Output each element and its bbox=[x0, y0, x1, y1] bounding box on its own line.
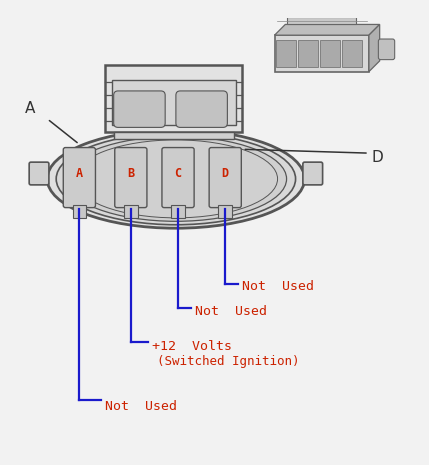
Ellipse shape bbox=[65, 136, 287, 221]
Ellipse shape bbox=[56, 133, 296, 225]
Bar bbox=[275, 35, 369, 72]
Bar bbox=[73, 206, 86, 219]
Bar bbox=[276, 40, 296, 67]
Bar bbox=[114, 132, 234, 140]
Text: B: B bbox=[127, 167, 134, 180]
FancyBboxPatch shape bbox=[209, 147, 241, 207]
FancyBboxPatch shape bbox=[114, 91, 165, 127]
Bar bbox=[287, 17, 356, 25]
Bar bbox=[342, 40, 362, 67]
FancyBboxPatch shape bbox=[115, 147, 147, 207]
Polygon shape bbox=[275, 25, 380, 35]
FancyBboxPatch shape bbox=[378, 39, 395, 60]
Text: D: D bbox=[222, 167, 229, 180]
Text: Not  Used: Not Used bbox=[195, 306, 267, 319]
FancyBboxPatch shape bbox=[63, 147, 95, 207]
Text: Not  Used: Not Used bbox=[105, 400, 177, 412]
Polygon shape bbox=[369, 25, 380, 72]
Bar bbox=[298, 40, 318, 67]
Bar bbox=[105, 65, 242, 132]
Text: A: A bbox=[76, 167, 83, 180]
Bar bbox=[320, 40, 340, 67]
Text: Not  Used: Not Used bbox=[242, 279, 314, 292]
Bar bbox=[124, 206, 138, 219]
FancyBboxPatch shape bbox=[176, 91, 227, 127]
FancyBboxPatch shape bbox=[162, 147, 194, 207]
FancyBboxPatch shape bbox=[303, 162, 323, 185]
Bar bbox=[112, 80, 236, 125]
Text: (Switched Ignition): (Switched Ignition) bbox=[157, 355, 299, 368]
Text: A: A bbox=[25, 100, 35, 116]
Text: C: C bbox=[175, 167, 181, 180]
Text: +12  Volts: +12 Volts bbox=[152, 339, 232, 352]
FancyBboxPatch shape bbox=[29, 162, 49, 185]
Bar bbox=[171, 206, 185, 219]
Ellipse shape bbox=[47, 130, 305, 228]
Bar bbox=[218, 206, 232, 219]
Text: D: D bbox=[372, 150, 384, 165]
